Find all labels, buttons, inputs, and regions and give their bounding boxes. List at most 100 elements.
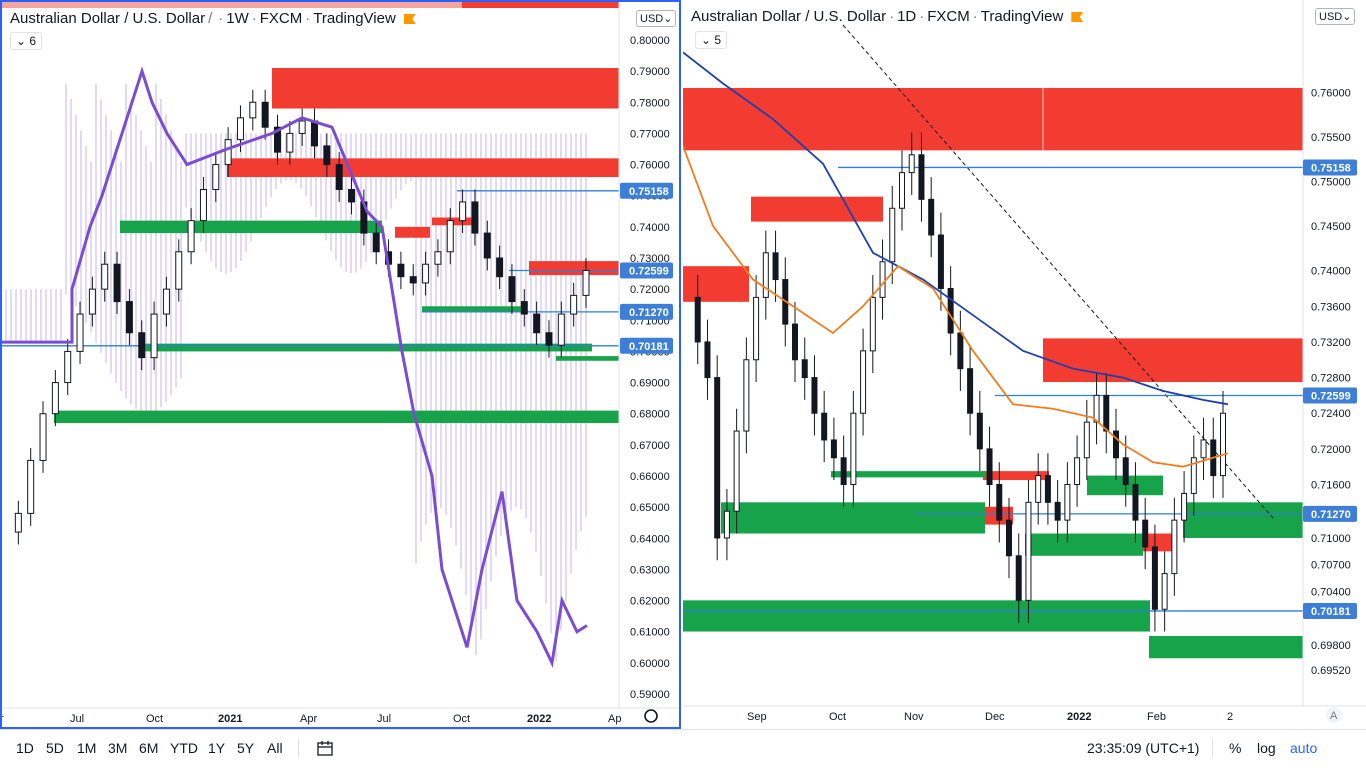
indicator-collapse-chip[interactable]: ⌄ 6 (10, 32, 43, 50)
range-all-button[interactable]: All (267, 740, 283, 756)
currency-label: USD (1319, 11, 1343, 23)
time-tick-label: Nov (904, 711, 924, 723)
demand-zone (683, 600, 1150, 632)
price-tick-label: 0.66000 (630, 471, 670, 483)
auto-toggle[interactable]: auto (1290, 740, 1318, 756)
flag-icon[interactable] (403, 14, 416, 25)
candle-body (1122, 457, 1129, 486)
level-badge-label: 0.71270 (1311, 509, 1351, 521)
candle-body (101, 263, 109, 290)
weekly-chart-title: Australian Dollar / U.S. Dollar / · 1W · FXCM… (10, 10, 416, 27)
price-tick-label: 0.69520 (1311, 665, 1351, 677)
candle-body (212, 164, 220, 190)
candle-body (1103, 394, 1110, 432)
candle-body (162, 288, 170, 315)
level-badge-label: 0.72599 (629, 265, 669, 277)
level-badge (620, 303, 673, 320)
candle-body (1044, 475, 1051, 503)
supply-zone (395, 226, 430, 238)
candle-body (372, 232, 380, 253)
settings-gear-icon[interactable] (644, 709, 658, 723)
weekly-chart-pane[interactable]: 0.800000.790000.780000.770000.760000.750… (0, 0, 681, 729)
level-badge-label: 0.75158 (1311, 162, 1351, 174)
candle-body (1025, 501, 1032, 601)
range-1y-button[interactable]: 1Y (208, 740, 226, 756)
time-tick-label: r (2, 713, 4, 725)
demand-zone (1149, 635, 1303, 659)
candle-body (14, 512, 22, 533)
daily-chart-pane[interactable]: 0.76000 0.75500 0.75000 0.74500 0.74000 0.736… (683, 0, 1366, 729)
price-tick-label: 0.76000 (630, 160, 670, 172)
candle-body (1093, 394, 1100, 423)
range-6m-button[interactable]: 6M (139, 740, 159, 756)
candle-body (1054, 501, 1061, 521)
candle-body (409, 276, 417, 284)
toolbar-divider (298, 738, 299, 758)
price-tick-label: 0.60000 (630, 658, 670, 670)
range-5y-button[interactable]: 5Y (237, 740, 255, 756)
demand-zone (1183, 502, 1303, 538)
price-tick-label: 0.75000 (1311, 177, 1351, 189)
candle-body (908, 154, 915, 174)
currency-selector[interactable]: USD⌄ (636, 10, 677, 27)
currency-selector[interactable]: USD⌄ (1315, 8, 1356, 25)
level-badge-label: 0.70181 (629, 341, 669, 353)
candle-body (743, 359, 750, 432)
candle-body (249, 101, 257, 119)
flag-icon[interactable] (1071, 12, 1084, 23)
time-tick-label: Dec (985, 711, 1005, 723)
candle-body (261, 101, 269, 128)
range-3m-button[interactable]: 3M (108, 740, 128, 756)
candle-body (51, 382, 59, 415)
range-1d-button[interactable]: 1D (16, 740, 34, 756)
candle-body (753, 296, 760, 361)
demand-zone (120, 220, 382, 234)
time-tick-label: 2022 (527, 713, 551, 725)
clock-timezone[interactable]: 23:35:09 (UTC+1) (1087, 740, 1200, 756)
time-tick-label: Sep (747, 711, 767, 723)
candle-body (236, 117, 244, 141)
candle-body (397, 263, 405, 278)
candle-body (175, 251, 183, 290)
candle-body (860, 350, 867, 414)
price-tick-label: 0.68000 (630, 409, 670, 421)
time-tick-label: Apr (300, 713, 317, 725)
title-source: FXCM (927, 8, 970, 25)
candle-body (335, 164, 343, 190)
price-tick-label: 0.65000 (630, 502, 670, 514)
candle-body (996, 484, 1003, 521)
candle-body (937, 234, 944, 289)
price-tick-label: 0.64000 (630, 533, 670, 545)
candle-body (889, 207, 896, 263)
level-badge (620, 337, 673, 354)
daily-chart-canvas[interactable]: 0.76000 0.75500 0.75000 0.74500 0.74000 0.736… (683, 0, 1366, 729)
goto-date-icon[interactable] (316, 740, 336, 758)
candle-body (1142, 519, 1149, 548)
candle-body (723, 510, 730, 539)
range-1m-button[interactable]: 1M (77, 740, 97, 756)
candle-body (1161, 573, 1168, 610)
candle-body (459, 201, 467, 222)
candle-body (582, 269, 590, 296)
range-ytd-button[interactable]: YTD (170, 740, 198, 756)
time-tick-label: Jul (70, 713, 84, 725)
candle-body (27, 459, 35, 514)
daily-chart-title: Australian Dollar / U.S. Dollar · 1D · FXCM ·… (691, 8, 1084, 25)
log-toggle[interactable]: log (1257, 740, 1276, 756)
price-tick-label: 0.72400 (1311, 408, 1351, 420)
candle-body (298, 120, 306, 134)
time-tick-label: Oct (453, 713, 470, 725)
price-tick-label: 0.62000 (630, 596, 670, 608)
price-tick-label: 0.74500 (1311, 221, 1351, 233)
candle-body (113, 263, 121, 303)
header-strip (2, 2, 462, 8)
indicator-collapse-chip[interactable]: ⌄ 5 (695, 31, 728, 49)
percent-toggle[interactable]: % (1229, 740, 1242, 756)
candle-body (733, 430, 740, 512)
candle-body (1074, 457, 1081, 486)
price-tick-label: 0.73200 (1311, 337, 1351, 349)
demand-zone (1087, 475, 1163, 496)
candle-body (520, 301, 528, 315)
range-5d-button[interactable]: 5D (46, 740, 64, 756)
weekly-chart-canvas[interactable]: 0.800000.790000.780000.770000.760000.750… (2, 2, 679, 727)
